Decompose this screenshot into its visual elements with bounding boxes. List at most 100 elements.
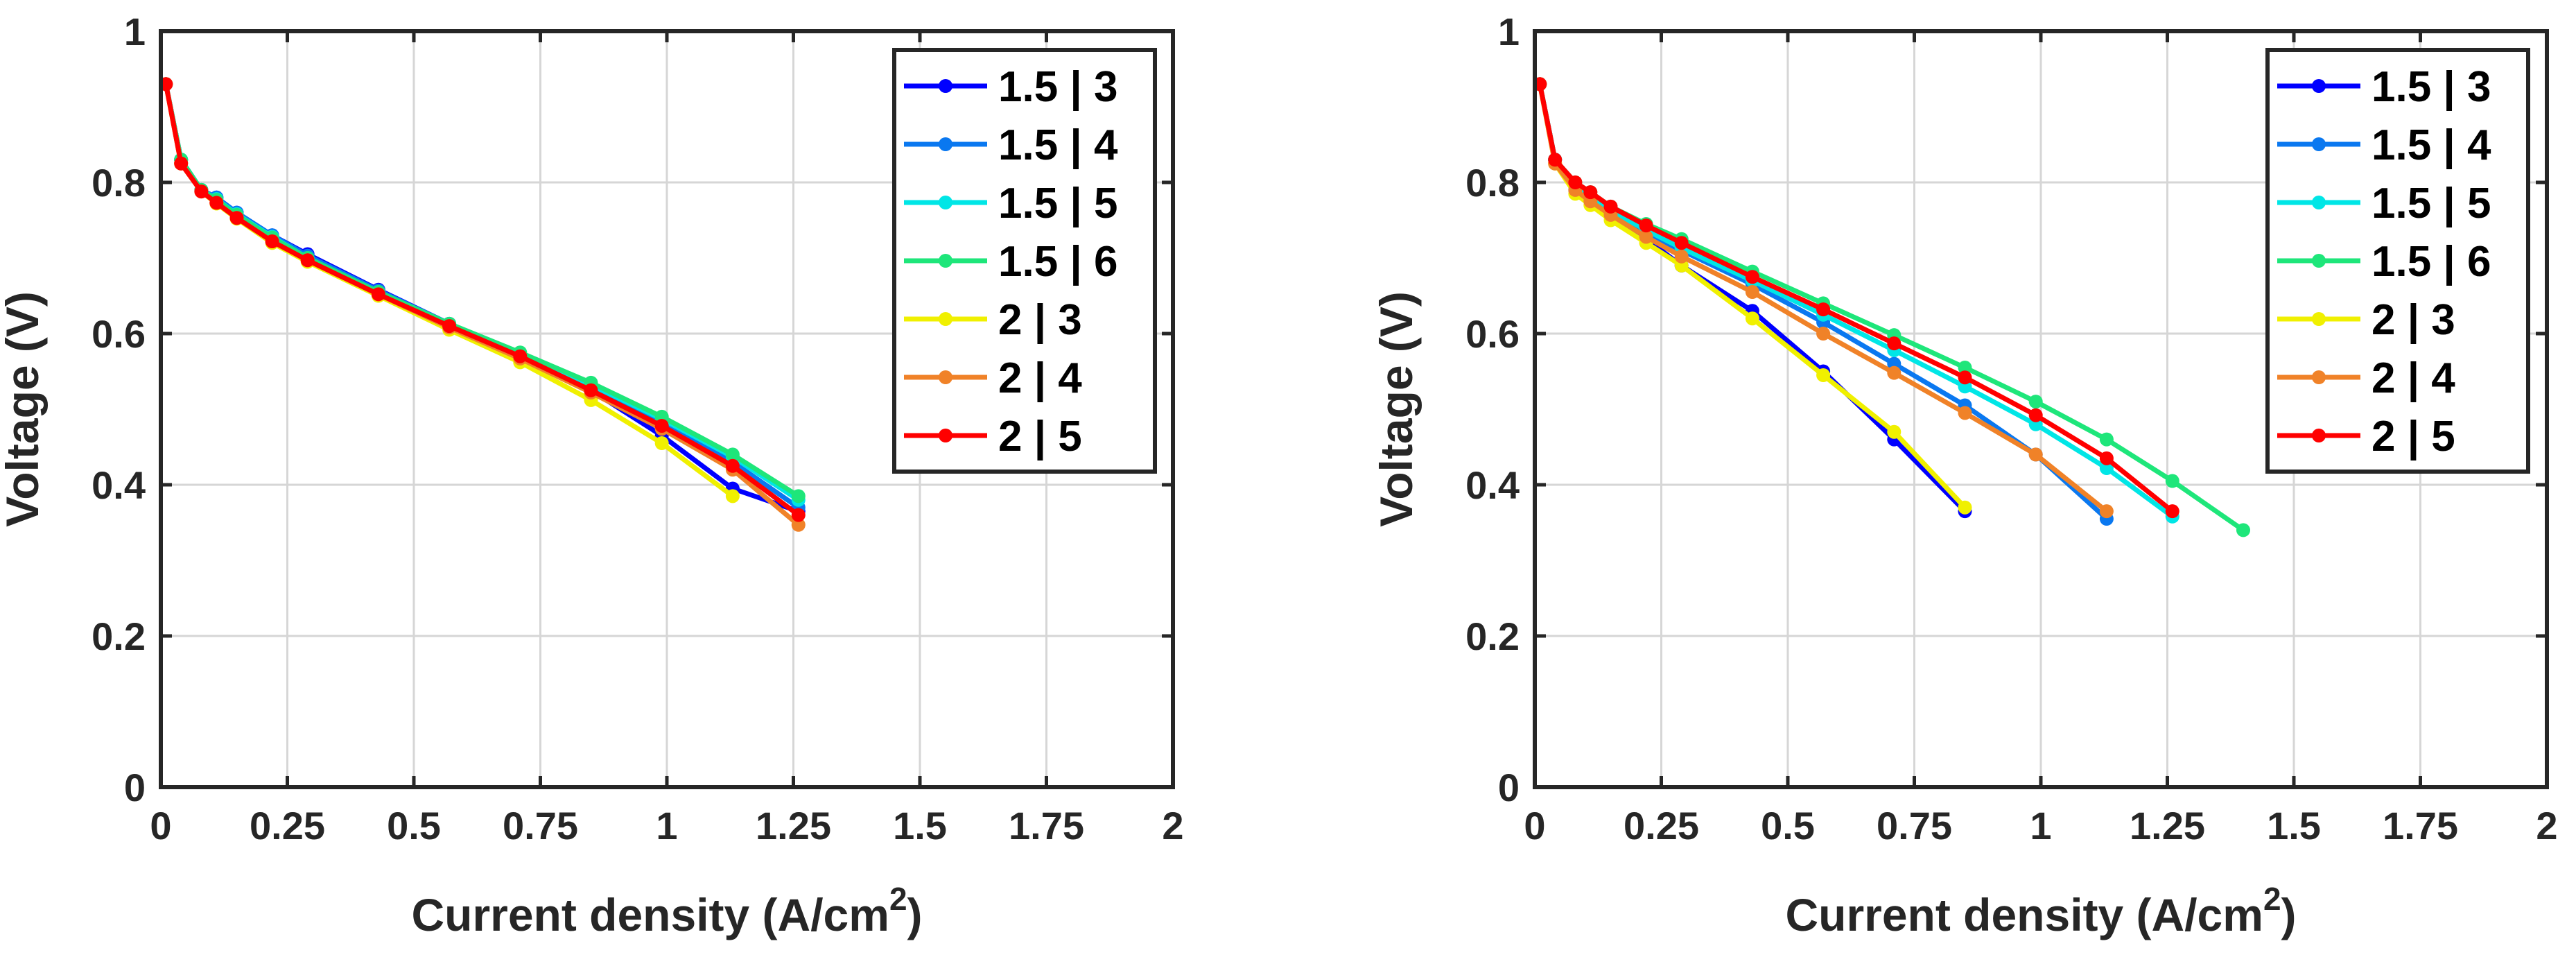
legend-entry: 1.5 | 3 [904,63,1117,112]
x-axis-label-main: Current density (A/cm [1785,889,2263,940]
x-tick-label: 1.25 [756,804,831,847]
legend-label: 2 | 3 [998,296,1082,345]
legend-swatch-marker [939,254,952,268]
legend-label: 1.5 | 5 [998,180,1117,228]
legend-swatch-marker [2312,429,2326,442]
y-axis-label: Voltage (V) [1370,291,1422,527]
x-tick-label: 1 [656,804,677,847]
legend-swatch-marker [2312,137,2326,151]
legend-swatch-marker [939,137,952,151]
data-point [1816,368,1831,382]
x-axis-label-superscript: 2 [889,881,907,917]
x-tick-label: 0 [150,804,171,847]
data-point [174,156,189,171]
x-tick-label: 1.5 [893,804,947,847]
y-tick-label: 0.6 [1465,312,1520,356]
data-point [791,508,806,522]
legend-entry: 2 | 5 [904,413,1082,461]
legend-entry: 2 | 5 [2277,413,2455,461]
axes-box [1533,29,2549,789]
x-axis-label: Current density (A/cm2) [1785,881,2296,940]
x-tick-label: 0.25 [1624,804,1699,847]
data-point [654,418,669,433]
legend-swatch-marker [939,196,952,209]
legend: 1.5 | 3 1.5 | 4 1.5 | 5 1.5 | 6 2 | 3 2 | 4 2 … [2265,48,2530,474]
legend-label: 2 | 4 [998,354,1082,403]
x-tick-label: 1.25 [2130,804,2205,847]
data-point [1548,153,1563,167]
data-point [2099,461,2114,476]
legend-entry: 2 | 4 [2277,354,2455,403]
y-tick-label: 0 [124,766,146,809]
legend-label: 1.5 | 4 [2372,121,2491,170]
data-point [229,211,244,225]
x-axis-label-close: ) [907,889,923,940]
data-point [1816,302,1831,317]
data-point [1887,365,1901,380]
legend-swatch-marker [2312,370,2326,384]
x-tick-label: 1 [2030,804,2051,847]
data-point [791,489,806,503]
data-point [725,447,740,462]
x-tick-label: 0.75 [1877,804,1952,847]
chart-panel-1: 0 0.25 0.5 0.75 1 1.25 1.5 1.75 2 0 0.2 0.4 0.6 0.8 1 C… [0,10,1184,940]
legend-label: 2 | 5 [998,413,1082,461]
data-point [2165,504,2179,519]
legend-label: 2 | 5 [2372,413,2455,461]
data-point [1583,185,1598,200]
data-point [1958,500,1972,515]
y-tick-label: 0 [1498,766,1520,809]
data-point [300,253,315,268]
x-tick-label: 0.75 [503,804,578,847]
x-axis-label: Current density (A/cm2) [411,881,922,940]
data-point [725,458,740,473]
legend-entry: 2 | 4 [904,354,1082,403]
x-tick-label: 1.75 [2383,804,2458,847]
legend-swatch-marker [2312,79,2326,93]
legend-entry: 2 | 3 [2277,296,2455,345]
data-point [1745,311,1759,326]
chart-panel-2: 0 0.25 0.5 0.75 1 1.25 1.5 1.75 2 0 0.2 0.4 0.6 0.8 1 C… [1370,10,2558,940]
x-axis-label-main: Current density (A/cm [411,889,889,940]
data-point [2236,523,2250,537]
data-point [442,319,457,334]
legend-entry: 1.5 | 4 [904,121,1118,170]
legend-label: 1.5 | 3 [2372,63,2491,112]
legend-swatch-marker [939,370,952,384]
data-point [1568,175,1583,189]
data-point [1745,285,1759,300]
legend-entry: 1.5 | 6 [904,238,1117,286]
y-tick-label: 0.8 [92,161,146,205]
legend-swatch-marker [2312,312,2326,326]
data-point [584,383,598,397]
legend-entry: 1.5 | 5 [904,180,1117,228]
data-point [1639,218,1653,233]
data-point [1887,424,1901,439]
data-point [1958,370,1972,385]
x-tick-label: 0.5 [387,804,441,847]
legend-swatch-marker [939,429,952,442]
legend-label: 2 | 4 [2372,354,2455,403]
legend-swatch-marker [2312,196,2326,209]
legend-label: 1.5 | 6 [2372,238,2491,286]
legend-entry: 1.5 | 3 [2277,63,2491,112]
x-tick-label: 1.5 [2267,804,2321,847]
legend-label: 1.5 | 4 [998,121,1118,170]
data-point [1674,249,1689,264]
data-point [2028,447,2043,462]
x-tick-label: 0 [1524,804,1545,847]
y-tick-label: 0.2 [92,614,146,658]
data-point [2028,408,2043,422]
x-axis-label-close: ) [2281,889,2297,940]
legend: 1.5 | 3 1.5 | 4 1.5 | 5 1.5 | 6 2 | 3 2 | 4 2 … [892,48,1157,474]
data-point [2099,451,2114,465]
data-point [209,196,224,210]
data-point [2165,474,2179,488]
y-tick-label: 0.4 [92,463,146,507]
data-point [1674,236,1689,250]
legend-entry: 1.5 | 5 [2277,180,2491,228]
legend-label: 1.5 | 5 [2372,180,2491,228]
x-tick-label: 2 [2536,804,2557,847]
data-point [265,234,279,249]
